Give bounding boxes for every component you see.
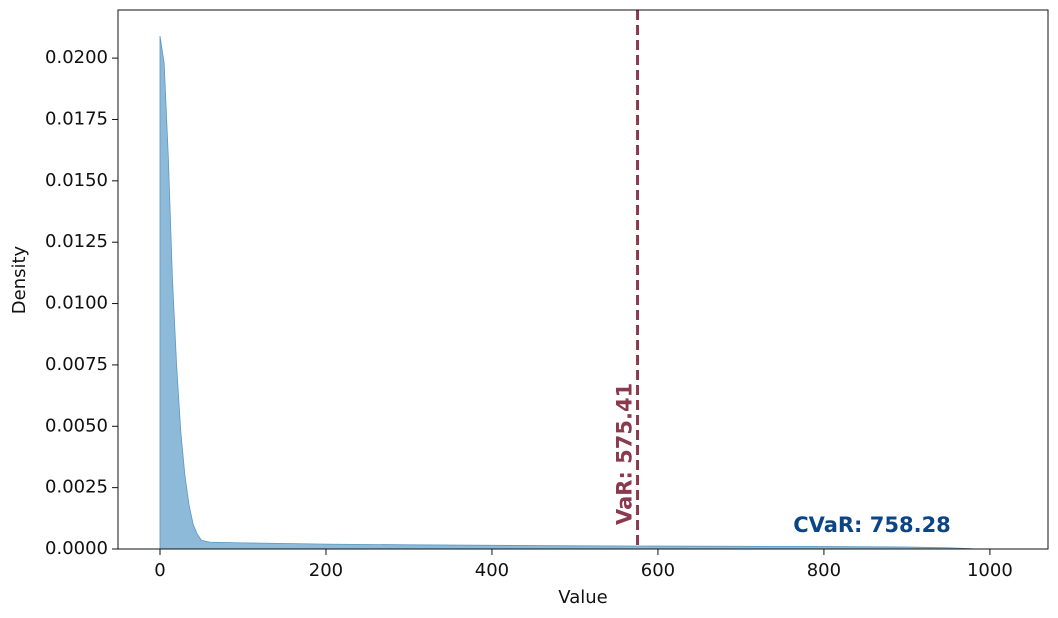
- y-tick-label: 0.0000: [45, 538, 108, 559]
- x-tick-label: 0: [154, 560, 165, 581]
- x-axis-label: Value: [558, 587, 607, 608]
- y-tick-label: 0.0050: [45, 415, 108, 436]
- y-tick-label: 0.0100: [45, 293, 108, 314]
- y-tick-label: 0.0025: [45, 477, 108, 498]
- cvar-label: CVaR: 758.28: [793, 513, 951, 537]
- x-tick-label: 1000: [967, 560, 1013, 581]
- plot-frame: [117, 9, 1049, 550]
- y-tick-label: 0.0075: [45, 354, 108, 375]
- x-tick-label: 800: [807, 560, 841, 581]
- var-label: VaR: 575.41: [613, 383, 637, 525]
- y-tick-label: 0.0150: [45, 170, 108, 191]
- x-tick-label: 400: [475, 560, 509, 581]
- y-tick-label: 0.0200: [45, 47, 108, 68]
- y-tick-label: 0.0175: [45, 108, 108, 129]
- y-tick-label: 0.0125: [45, 231, 108, 252]
- x-tick-label: 600: [641, 560, 675, 581]
- x-tick-label: 200: [309, 560, 343, 581]
- y-axis-label: Density: [9, 245, 30, 314]
- density-area: [159, 35, 990, 550]
